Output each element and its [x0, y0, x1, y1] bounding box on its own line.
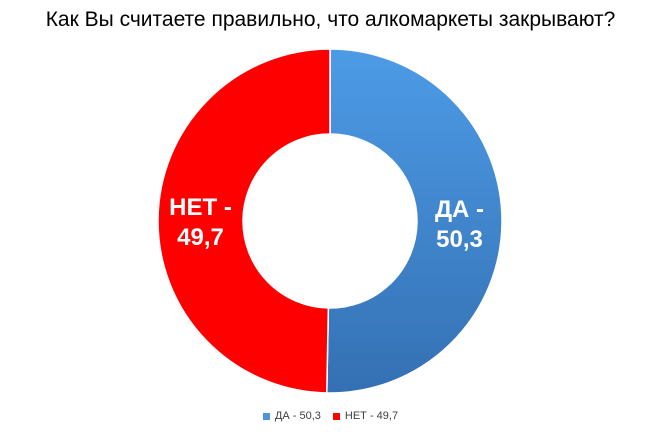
legend-label-net: НЕТ - 49,7 [344, 410, 399, 422]
legend-label-da: ДА - 50,3 [274, 410, 321, 422]
slice-net [157, 48, 331, 394]
slice-da [325, 48, 503, 394]
legend-swatch-net [332, 412, 340, 420]
legend-swatch-da [262, 412, 270, 420]
legend-item-da: ДА - 50,3 [262, 410, 321, 422]
legend-item-net: НЕТ - 49,7 [332, 410, 399, 422]
chart-title: Как Вы считаете правильно, что алкомарке… [45, 8, 616, 31]
slice-label-da: ДА -50,3 [435, 196, 484, 253]
legend: ДА - 50,3 НЕТ - 49,7 [0, 410, 661, 422]
slice-label-net: НЕТ -49,7 [169, 194, 232, 251]
